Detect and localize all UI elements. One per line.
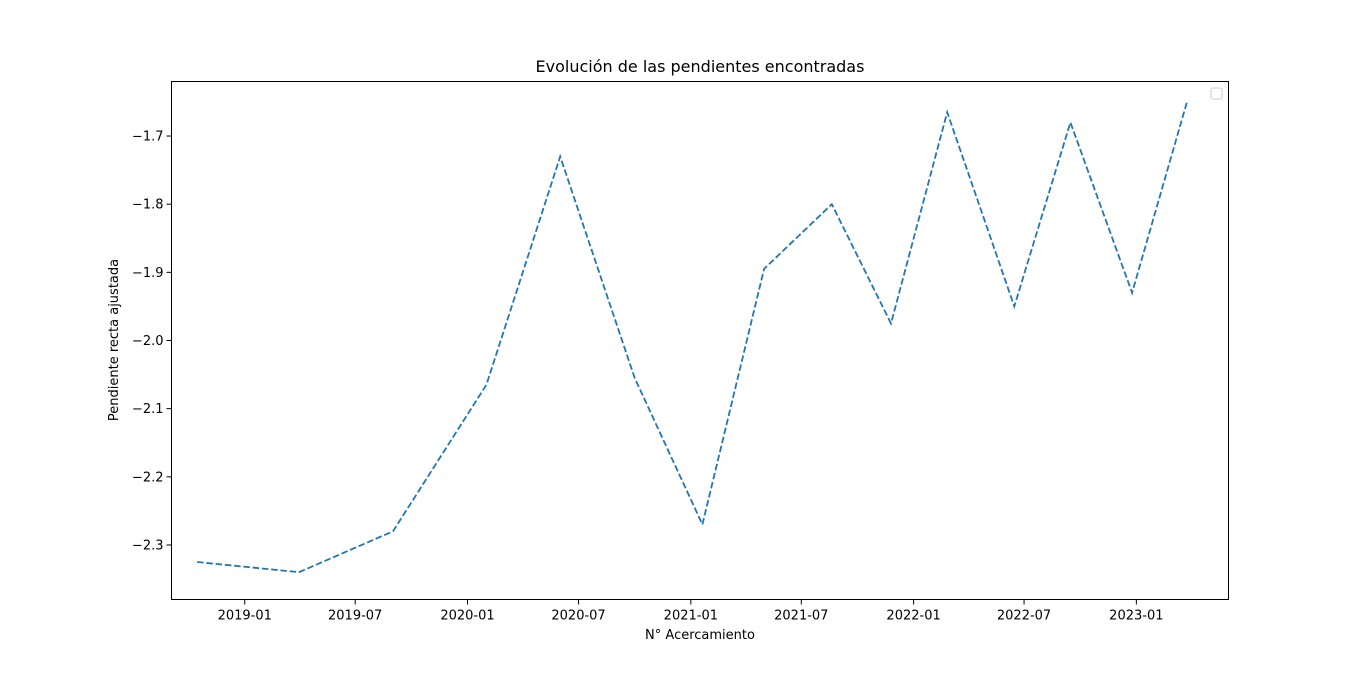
x-tick-label: 2021-07: [774, 609, 828, 624]
y-tick-label: −1.7: [132, 130, 164, 145]
x-axis: 2019-01 2019-07 2020-01 2020-07 2021-01 2021-…: [218, 599, 1164, 624]
x-tick-label: 2019-07: [328, 609, 382, 624]
chart-title: Evolución de las pendientes encontradas: [536, 57, 865, 76]
y-tick-label: −2.2: [132, 470, 164, 485]
y-tick-label: −2.1: [132, 402, 164, 417]
series-line-0: [197, 101, 1188, 574]
x-tick-label: 2023-01: [1109, 609, 1163, 624]
y-axis: −2.3 −2.2 −2.1 −2.0 −1.9 −1.8 −1.7: [132, 130, 172, 553]
x-tick-label: 2021-01: [664, 609, 718, 624]
y-tick-label: −1.9: [132, 266, 164, 281]
plot-area: [197, 101, 1188, 574]
y-tick-label: −1.8: [132, 198, 164, 213]
y-axis-label: Pendiente recta ajustada: [107, 259, 122, 421]
axes-frame: [171, 81, 1229, 600]
x-tick-label: 2020-07: [551, 609, 605, 624]
x-tick-label: 2020-01: [440, 609, 494, 624]
y-tick-label: −2.3: [132, 538, 164, 553]
x-tick-label: 2022-01: [886, 609, 940, 624]
y-tick-label: −2.0: [132, 334, 164, 349]
legend-box: [1210, 87, 1223, 100]
x-tick-label: 2022-07: [997, 609, 1051, 624]
x-axis-label: N° Acercamiento: [645, 628, 755, 643]
x-tick-label: 2019-01: [218, 609, 272, 624]
